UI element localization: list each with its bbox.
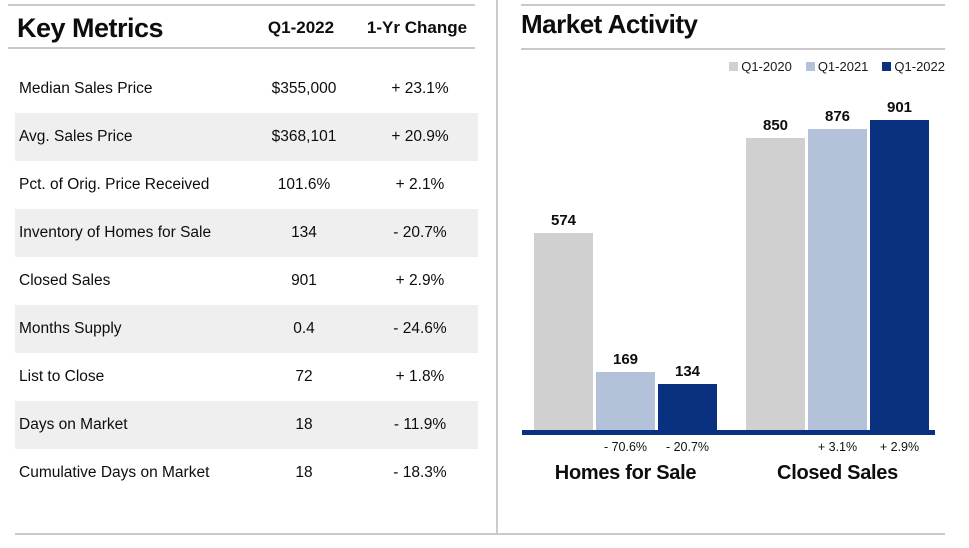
bar-q1-2021-homes <box>596 372 655 430</box>
bar-column: 134 <box>658 363 717 430</box>
metric-change: + 2.1% <box>395 176 445 193</box>
metric-value: 18 <box>295 416 313 433</box>
table-row: Avg. Sales Price $368,101 + 20.9% <box>15 113 478 161</box>
metric-change: - 18.3% <box>393 464 447 481</box>
column-header-q1-2022: Q1-2022 <box>267 18 335 37</box>
metric-label: Avg. Sales Price <box>19 128 133 145</box>
change-label: + 2.9% <box>879 440 920 454</box>
page-bottom-rule <box>15 533 945 535</box>
bar-value-label: 574 <box>550 212 577 229</box>
change-label: - 70.6% <box>603 440 648 454</box>
metric-change: + 2.9% <box>395 272 445 289</box>
metric-change: - 11.9% <box>393 416 447 433</box>
change-labels-row: - 70.6% - 20.7% + 3.1% + 2.9% <box>522 440 935 454</box>
metric-label: Pct. of Orig. Price Received <box>19 176 210 193</box>
chart-axis-line <box>522 430 935 435</box>
metric-value: $368,101 <box>271 128 337 145</box>
metric-value: 72 <box>295 368 313 385</box>
bar-column: 850 <box>746 117 805 430</box>
metric-value: 134 <box>291 224 317 241</box>
bar-column: 169 <box>596 351 655 430</box>
bar-value-label: 850 <box>762 117 789 134</box>
category-label-homes-for-sale: Homes for Sale <box>554 462 697 484</box>
category-labels-row: Homes for Sale Closed Sales <box>522 462 935 485</box>
bar-q1-2020-homes <box>534 233 593 430</box>
table-row: Cumulative Days on Market 18 - 18.3% <box>15 449 478 497</box>
bar-value-label: 169 <box>612 351 639 368</box>
legend-label: Q1-2022 <box>894 59 945 74</box>
metric-label: Median Sales Price <box>19 80 153 97</box>
market-activity-title: Market Activity <box>521 9 698 39</box>
metric-label: Days on Market <box>19 416 128 433</box>
change-label: + 3.1% <box>817 440 858 454</box>
bar-q1-2022-closed <box>870 120 929 430</box>
legend-label: Q1-2020 <box>741 59 792 74</box>
right-panel-top-rule <box>521 4 945 6</box>
bar-column: 876 <box>808 108 867 430</box>
legend-swatch-icon <box>882 62 892 71</box>
bar-q1-2022-homes <box>658 384 717 430</box>
left-panel-header-rule <box>8 47 475 49</box>
metric-change: + 20.9% <box>391 128 449 145</box>
legend-item-q1-2020: Q1-2020 <box>729 59 792 74</box>
bar-value-label: 134 <box>674 363 701 380</box>
key-metrics-table: Median Sales Price $355,000 + 23.1% Avg.… <box>15 65 478 497</box>
panel-divider <box>496 0 498 534</box>
table-row: Pct. of Orig. Price Received 101.6% + 2.… <box>15 161 478 209</box>
metric-label: List to Close <box>19 368 105 385</box>
table-row: Days on Market 18 - 11.9% <box>15 401 478 449</box>
legend-label: Q1-2021 <box>817 59 869 74</box>
metric-label: Months Supply <box>19 320 122 337</box>
category-label-closed-sales: Closed Sales <box>777 462 898 484</box>
chart-legend: Q1-2020 Q1-2021 Q1-2022 <box>521 59 945 74</box>
chart-plot-area: 574 169 134 850 876 <box>522 96 935 430</box>
bar-column: 901 <box>870 99 929 430</box>
metric-value: 18 <box>295 464 313 481</box>
table-row: Median Sales Price $355,000 + 23.1% <box>15 65 478 113</box>
bar-value-label: 876 <box>824 108 851 125</box>
change-label-empty <box>534 440 593 454</box>
change-label: - 20.7% <box>665 440 710 454</box>
legend-swatch-icon <box>729 62 739 71</box>
change-labels-homes: - 70.6% - 20.7% <box>534 440 717 454</box>
metric-change: + 23.1% <box>391 80 449 97</box>
metric-change: + 1.8% <box>395 368 445 385</box>
table-row: Months Supply 0.4 - 24.6% <box>15 305 478 353</box>
metric-value: 901 <box>291 272 317 289</box>
table-row: List to Close 72 + 1.8% <box>15 353 478 401</box>
right-panel-header-rule <box>521 48 945 50</box>
left-panel-top-rule <box>8 4 475 6</box>
table-row: Inventory of Homes for Sale 134 - 20.7% <box>15 209 478 257</box>
metric-label: Closed Sales <box>19 272 111 289</box>
change-label-empty <box>746 440 805 454</box>
bar-q1-2021-closed <box>808 129 867 430</box>
metric-change: - 24.6% <box>393 320 447 337</box>
bar-q1-2020-closed <box>746 138 805 430</box>
bar-group-homes-for-sale: 574 169 134 <box>534 212 717 430</box>
change-labels-closed: + 3.1% + 2.9% <box>746 440 929 454</box>
table-row: Closed Sales 901 + 2.9% <box>15 257 478 305</box>
key-metrics-title: Key Metrics <box>17 12 164 43</box>
key-metrics-header: Key Metrics Q1-2022 1-Yr Change <box>7 9 475 47</box>
bar-value-label: 901 <box>886 99 913 116</box>
bar-column: 574 <box>534 212 593 430</box>
legend-item-q1-2022: Q1-2022 <box>882 59 945 74</box>
legend-item-q1-2021: Q1-2021 <box>805 59 869 74</box>
metric-change: - 20.7% <box>393 224 447 241</box>
metric-value: 0.4 <box>293 320 315 337</box>
bar-group-closed-sales: 850 876 901 <box>746 99 929 430</box>
metric-value: $355,000 <box>271 80 337 97</box>
metric-label: Cumulative Days on Market <box>19 464 210 481</box>
metric-label: Inventory of Homes for Sale <box>19 224 212 241</box>
legend-swatch-icon <box>805 62 815 71</box>
column-header-1yr-change: 1-Yr Change <box>366 18 468 37</box>
metric-value: 101.6% <box>277 176 331 193</box>
market-activity-chart: 574 169 134 850 876 <box>522 96 935 485</box>
